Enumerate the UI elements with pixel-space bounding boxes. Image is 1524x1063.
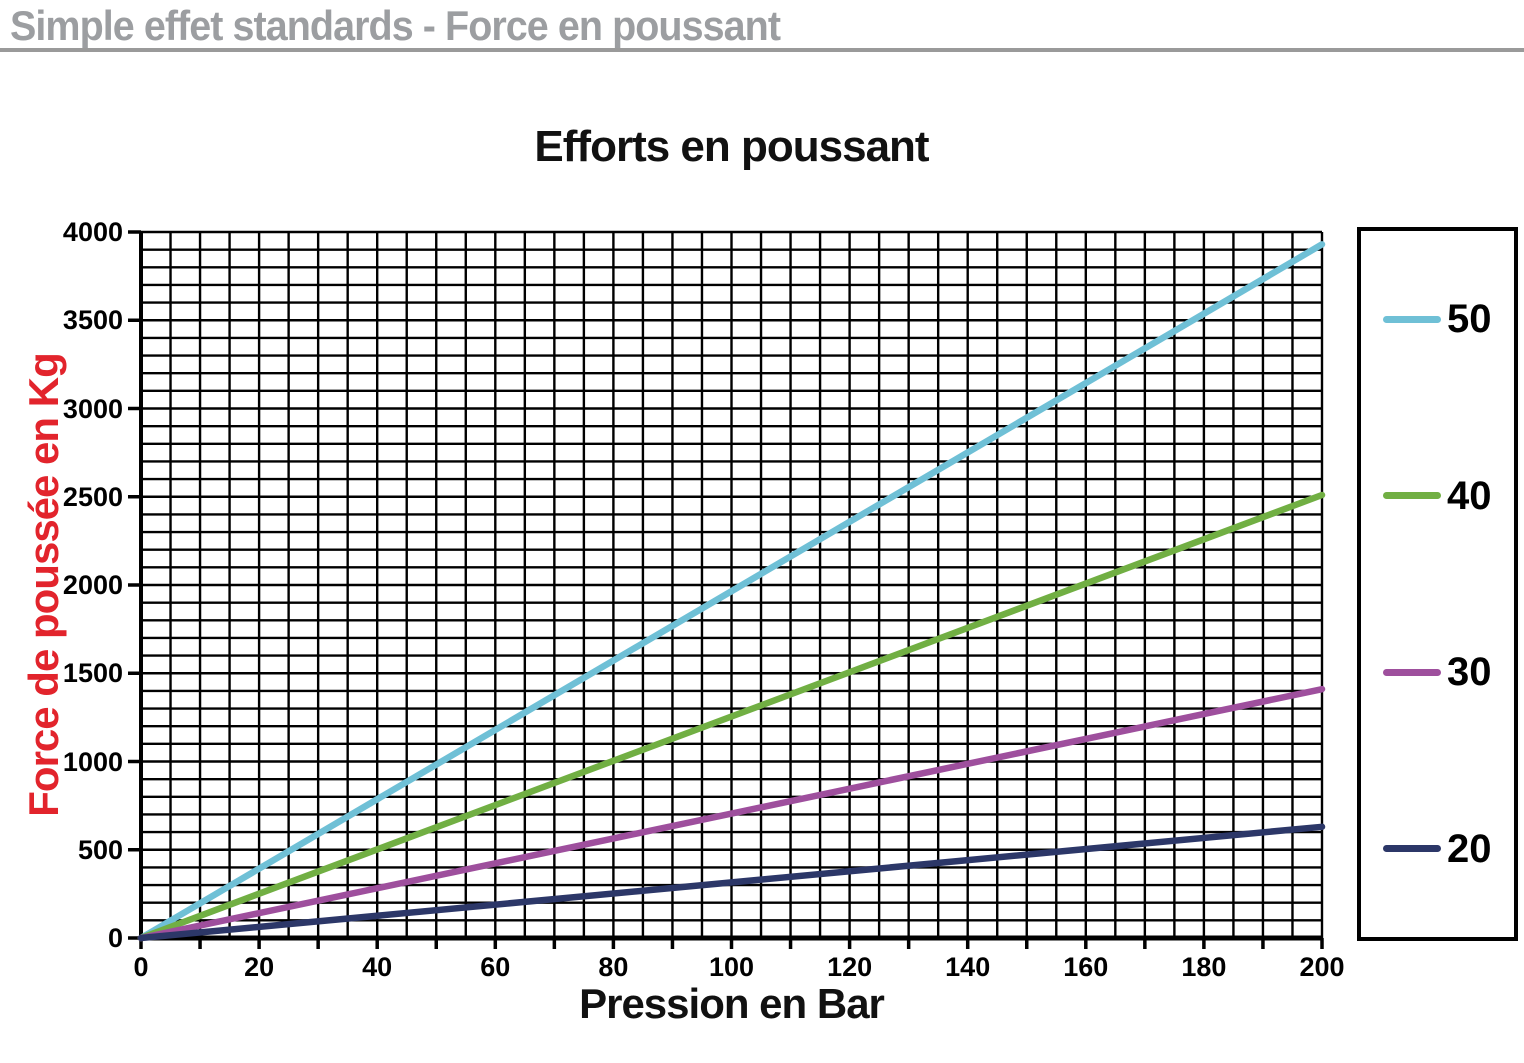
series-line-30 (137, 685, 1326, 942)
y-tick-label: 1000 (62, 746, 123, 777)
y-tick-label: 3000 (62, 393, 123, 424)
y-tick-label: 500 (77, 834, 123, 865)
x-tick-label: 140 (945, 952, 991, 982)
x-tick-label: 120 (827, 952, 873, 982)
y-tick-label: 3500 (62, 305, 123, 336)
x-tick-label: 200 (1299, 952, 1345, 982)
header-rule (0, 48, 1524, 52)
page-title: Simple effet standards - Force en poussa… (10, 2, 781, 49)
y-tick-label: 2000 (62, 570, 123, 600)
series-line-20 (137, 823, 1326, 942)
y-tick-label: 1500 (62, 658, 123, 689)
legend-swatch-50 (1383, 315, 1441, 323)
legend-item-20: 20 (1361, 829, 1514, 869)
y-tick-label: 4000 (62, 217, 123, 247)
legend-label: 40 (1447, 473, 1492, 518)
x-tick-label: 180 (1181, 952, 1227, 982)
legend-swatch-20 (1383, 845, 1441, 853)
chart-title: Efforts en poussant (534, 122, 929, 171)
legend-label: 50 (1447, 297, 1492, 342)
legend-swatch-30 (1383, 668, 1441, 676)
x-tick-label: 20 (244, 952, 275, 982)
legend-item-40: 40 (1361, 476, 1514, 516)
series-line-40 (137, 491, 1326, 942)
legend-item-50: 50 (1361, 299, 1514, 339)
series-line-50 (137, 241, 1326, 942)
legend-swatch-40 (1383, 492, 1441, 500)
x-axis-title: Pression en Bar (579, 980, 885, 1027)
legend-label: 30 (1447, 650, 1492, 695)
y-tick-label: 2500 (62, 481, 123, 512)
legend: 50 40 30 20 (1357, 227, 1518, 941)
legend-item-30: 30 (1361, 652, 1514, 692)
x-tick-label: 160 (1063, 952, 1109, 982)
x-tick-label: 60 (480, 952, 511, 982)
plot-area (128, 230, 1326, 949)
x-tick-label: 40 (362, 952, 393, 982)
y-tick-label: 0 (107, 923, 123, 953)
x-tick-label: 80 (598, 952, 629, 982)
x-tick-label: 100 (708, 952, 755, 982)
legend-label: 20 (1447, 826, 1492, 871)
x-tick-label: 0 (133, 952, 149, 982)
